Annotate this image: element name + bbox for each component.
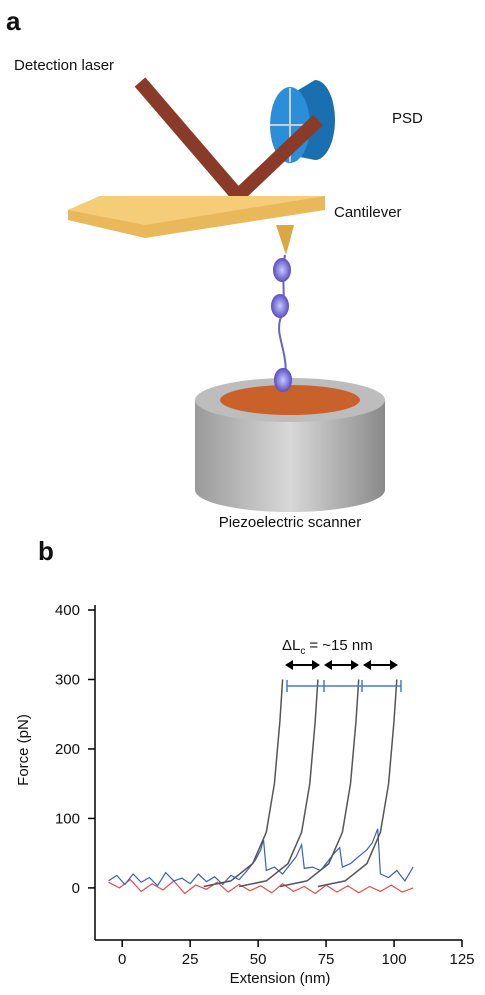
y-tick-label: 100 (55, 810, 80, 827)
data-line (203, 679, 284, 888)
label: Detection laser (14, 57, 114, 74)
annotation-symbol: ΔL (282, 637, 300, 654)
x-axis-label: Extension (nm) (230, 970, 331, 987)
arrow-head (285, 660, 293, 670)
panel-label: a (6, 6, 21, 36)
x-tick-label: 25 (182, 951, 199, 968)
arrow-head (390, 660, 398, 670)
data-line (279, 679, 360, 888)
annotation-subscript: c (300, 646, 305, 657)
y-tick-label: 200 (55, 741, 80, 758)
y-axis-label: Force (pN) (15, 714, 32, 786)
label: Cantilever (334, 204, 402, 221)
y-tick-label: 0 (72, 880, 80, 897)
x-tick-label: 50 (250, 951, 267, 968)
label: PSD (392, 110, 423, 127)
data-line (108, 828, 414, 887)
x-tick-label: 0 (118, 951, 126, 968)
data-line (238, 679, 319, 888)
x-tick-label: 75 (318, 951, 335, 968)
arrow-head (351, 660, 359, 670)
arrow-head (363, 660, 371, 670)
arrow-head (324, 660, 332, 670)
y-tick-label: 400 (55, 602, 80, 619)
chart: 0 100 200 300 400 0 25 50 75 100 125 Extension (nm)… (15, 602, 475, 987)
data-line (108, 878, 414, 895)
arrow-head (312, 660, 320, 670)
x-tick-label: 100 (382, 951, 407, 968)
annotation: ΔLc = ~15 nm (282, 637, 373, 657)
label: Piezoelectric scanner (219, 514, 362, 531)
x-tick-label: 125 (449, 951, 474, 968)
data-line (317, 679, 398, 888)
panel-label: b (38, 536, 54, 566)
y-tick-label: 300 (55, 671, 80, 688)
annotation-text: = ~15 nm (309, 637, 372, 654)
diagram (68, 77, 385, 512)
